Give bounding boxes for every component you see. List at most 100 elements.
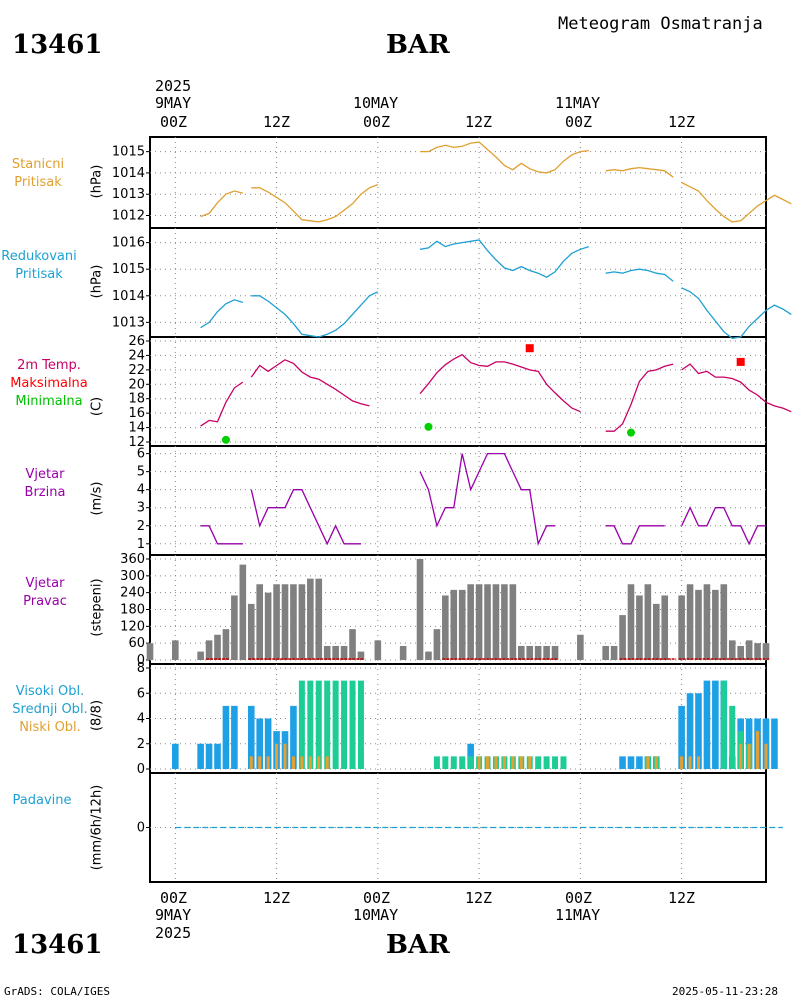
label-clouds: Visoki Obl. Srednji Obl. Niski Obl. [0, 683, 100, 737]
mid-cloud-bar [543, 756, 550, 769]
wind-dir-bar [172, 640, 179, 660]
wind-dir-bar [399, 645, 407, 660]
y-tick-label: 5 [137, 465, 145, 480]
wind-dir-bar [264, 592, 272, 660]
low-cloud-bar [258, 756, 262, 769]
mid-cloud-bar [450, 756, 457, 769]
mid-cloud-bar [349, 680, 356, 769]
mid-cloud-bar [535, 756, 542, 769]
wind-dir-bar [678, 595, 685, 660]
bottom-day-1: 9MAY [155, 906, 192, 924]
max-temp-marker [736, 357, 745, 366]
high-cloud-bar [678, 705, 685, 769]
wind-dir-bar [231, 595, 238, 660]
label-temp-line2: Maksimalna [10, 376, 88, 391]
high-cloud-bar [197, 743, 204, 769]
high-cloud-bar [222, 705, 230, 769]
wind-dir-bar [712, 589, 719, 660]
low-cloud-bar [764, 743, 768, 769]
low-cloud-bar [300, 756, 304, 769]
y-tick-label: 0 [137, 653, 145, 668]
high-cloud-bar [256, 718, 263, 769]
wind-dir-bar [551, 645, 559, 660]
y-tick-label: 1015 [112, 145, 145, 160]
wind-dir-bar [197, 651, 204, 660]
low-cloud-bar [680, 756, 684, 769]
low-cloud-bar [528, 756, 532, 769]
top-year: 2025 [155, 77, 192, 95]
y-tick-label: 26 [128, 334, 145, 349]
wind-dir-bar [273, 584, 280, 660]
bottom-hour-4: 12Z [465, 889, 493, 907]
low-cloud-bar [511, 756, 515, 769]
wind-dir-bar [357, 651, 365, 660]
y-tick-label: 2 [137, 737, 145, 752]
y-tick-label: 240 [120, 586, 145, 601]
label-wind-speed-line1: Vjetar [25, 467, 65, 482]
label-temp-line1: 2m Temp. [17, 358, 81, 373]
y-tick-label: 1014 [112, 166, 145, 181]
top-day-2: 10MAY [353, 94, 399, 112]
label-wind-dir-line2: Pravac [23, 594, 67, 609]
low-cloud-bar [519, 756, 523, 769]
temperature-line [200, 381, 244, 427]
top-hour-6: 12Z [668, 113, 696, 131]
low-cloud-bar [291, 756, 295, 769]
wind_speed-line [605, 525, 665, 545]
wind-dir-bar [653, 603, 660, 660]
wind-dir-bar [745, 640, 753, 660]
label-clouds-line1: Visoki Obl. [15, 684, 85, 699]
y-tick-label: 180 [120, 603, 145, 618]
mid-cloud-bar [459, 756, 466, 769]
y-tick-label: 1 [137, 537, 145, 552]
y-tick-label: 300 [120, 569, 145, 584]
top-hour-3: 00Z [363, 113, 391, 131]
top-hour-1: 00Z [160, 113, 188, 131]
label-clouds-line2: Srednji Obl. [12, 702, 88, 717]
bottom-hour-1: 00Z [160, 889, 188, 907]
wind-dir-bar [256, 584, 263, 660]
footer-timestamp: 2025-05-11-23:28 [672, 985, 778, 998]
mid-cloud-bar [720, 680, 727, 769]
meteogram-title: Meteogram Osmatranja [558, 14, 763, 34]
bottom-year: 2025 [155, 924, 192, 942]
wind-dir-bar [661, 595, 669, 660]
wind-dir-bar [332, 645, 339, 660]
low-cloud-bar [654, 756, 658, 769]
low-cloud-bar [502, 756, 506, 769]
y-tick-label: 1015 [112, 262, 145, 277]
label-reduced-pressure: Redukovani Pritisak [0, 248, 78, 284]
low-cloud-bar [696, 756, 700, 769]
min-temp-marker [424, 422, 433, 431]
mid-cloud-bar [324, 680, 331, 769]
high-cloud-bar [695, 693, 702, 769]
y-tick-label: 1016 [112, 236, 145, 251]
bottom-hour-5: 00Z [565, 889, 593, 907]
mid-cloud-bar [298, 680, 305, 769]
wind-dir-bar [416, 559, 424, 660]
station_pressure-line [420, 141, 589, 174]
high-cloud-bar [205, 743, 213, 769]
low-cloud-bar [325, 756, 329, 769]
footer-credit: GrADS: COLA/IGES [4, 985, 110, 998]
y-tick-label: 1013 [112, 187, 145, 202]
y-tick-label: 3 [137, 501, 145, 516]
min-temp-marker [221, 435, 230, 444]
wind-dir-bar [450, 589, 458, 660]
temperature-line [605, 363, 674, 432]
mid-cloud-bar [552, 756, 559, 769]
y-tick-label: 120 [120, 619, 145, 634]
mid-cloud-bar [729, 705, 736, 769]
wind-dir-bar [298, 584, 306, 660]
y-tick-label: 8 [137, 661, 145, 676]
wind-dir-bar [577, 634, 584, 660]
wind-dir-bar [619, 615, 626, 660]
y-tick-label: 360 [120, 552, 145, 567]
label-clouds-line3: Niski Obl. [19, 720, 81, 735]
y-tick-label: 6 [137, 686, 145, 701]
label-precip: Padavine [0, 792, 84, 810]
panel-frame [149, 136, 767, 229]
y-tick-label: 4 [137, 483, 145, 498]
wind-dir-bar [222, 629, 230, 660]
station_pressure-line [605, 166, 674, 178]
